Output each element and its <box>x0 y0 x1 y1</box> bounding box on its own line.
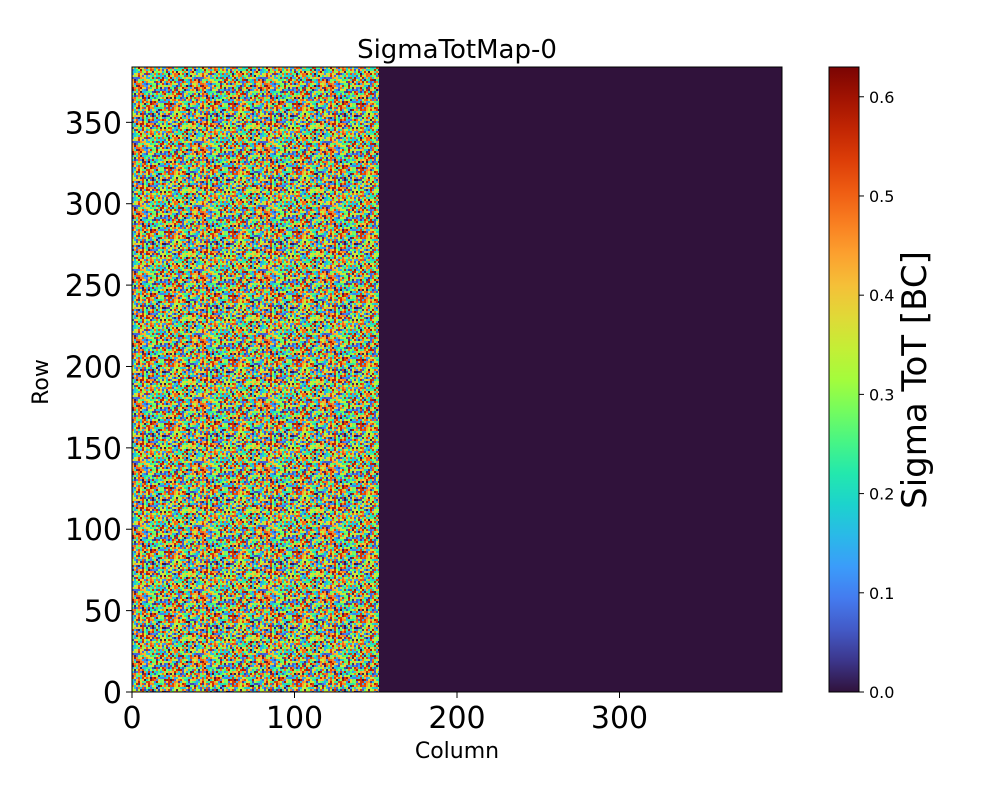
colorbar-tick-label: 0.3 <box>869 385 894 404</box>
x-axis-label: Column <box>415 739 499 764</box>
colorbar-gradient <box>828 66 860 693</box>
y-tick-label: 0 <box>103 676 122 711</box>
noisy-region <box>132 67 379 692</box>
y-axis-label: Row <box>29 359 54 405</box>
y-tick-label: 200 <box>65 350 122 385</box>
colorbar: 0.0 0.1 0.2 0.3 0.4 0.5 0.6 <box>828 66 894 702</box>
x-tick-label: 200 <box>428 701 485 736</box>
x-axis: 0 100 200 300 <box>122 692 648 736</box>
y-axis: 0 50 100 150 200 250 300 350 <box>65 106 132 711</box>
colorbar-tick-label: 0.1 <box>869 584 894 603</box>
x-tick-label: 100 <box>266 701 323 736</box>
y-tick-label: 250 <box>65 269 122 304</box>
y-tick-label: 150 <box>65 432 122 467</box>
colorbar-tick-label: 0.0 <box>869 683 894 702</box>
colorbar-label: Sigma ToT [BC] <box>895 251 935 509</box>
y-tick-label: 50 <box>84 595 122 630</box>
y-tick-label: 100 <box>65 513 122 548</box>
colorbar-tick-label: 0.2 <box>869 485 894 504</box>
colorbar-tick-label: 0.6 <box>869 88 894 107</box>
y-tick-label: 350 <box>65 106 122 141</box>
plot-area <box>131 66 783 693</box>
y-tick-label: 300 <box>65 188 122 223</box>
chart-title: SigmaTotMap-0 <box>357 35 557 65</box>
x-tick-label: 300 <box>591 701 648 736</box>
x-tick-label: 0 <box>122 701 141 736</box>
colorbar-tick-label: 0.4 <box>869 286 894 305</box>
colorbar-tick-label: 0.5 <box>869 187 894 206</box>
zero-region <box>379 67 782 692</box>
